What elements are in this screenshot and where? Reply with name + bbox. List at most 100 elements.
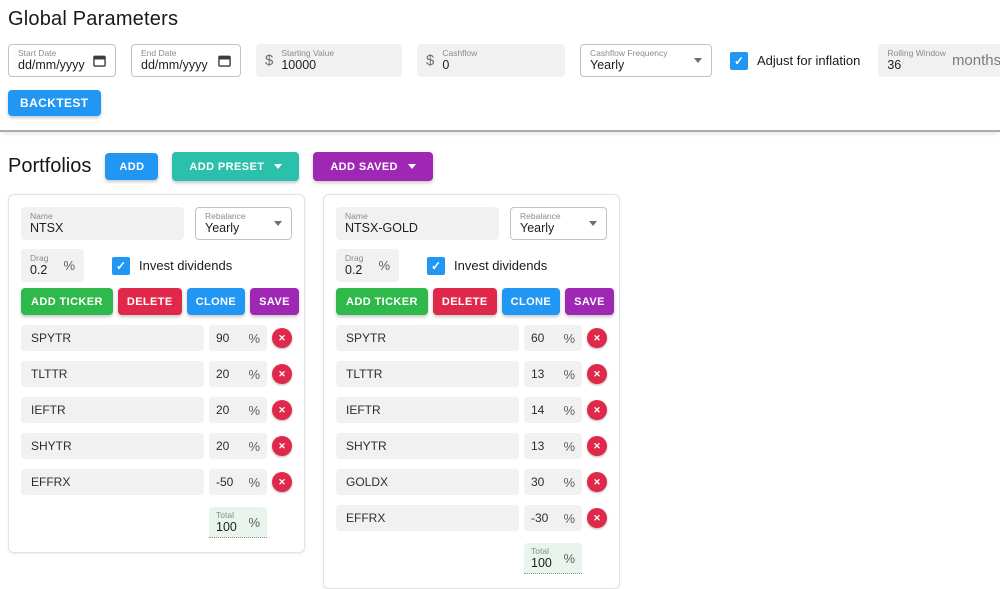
remove-ticker-button[interactable]: ✕ — [272, 364, 292, 384]
clone-portfolio-button[interactable]: CLONE — [501, 288, 561, 315]
drag-value: 0.2 — [30, 263, 48, 278]
add-portfolio-button[interactable]: ADD — [105, 153, 159, 180]
invest-dividends-checkbox[interactable]: ✓ — [427, 256, 445, 275]
add-ticker-button[interactable]: ADD TICKER — [21, 288, 113, 315]
weight-value: 13 — [531, 367, 545, 381]
add-saved-button[interactable]: ADD SAVED — [313, 152, 433, 181]
close-icon: ✕ — [278, 368, 286, 379]
ticker-symbol-input[interactable]: SPYTR — [21, 325, 204, 351]
ticker-row: SHYTR 20 % ✕ — [21, 433, 292, 459]
rolling-window-label: Rolling Window — [887, 47, 946, 58]
name-label: Name — [345, 210, 368, 221]
remove-ticker-button[interactable]: ✕ — [272, 400, 292, 420]
ticker-symbol-input[interactable]: IEFTR — [336, 397, 519, 423]
remove-ticker-button[interactable]: ✕ — [272, 472, 292, 492]
chevron-down-icon — [274, 221, 282, 226]
invest-dividends-checkbox-group[interactable]: ✓ Invest dividends — [109, 256, 235, 275]
close-icon: ✕ — [278, 440, 286, 451]
remove-ticker-button[interactable]: ✕ — [587, 472, 607, 492]
ticker-symbol-input[interactable]: GOLDX — [336, 469, 519, 495]
ticker-symbol-input[interactable]: SHYTR — [21, 433, 204, 459]
end-date-input[interactable]: End Date dd/mm/yyyy — [131, 44, 241, 77]
dollar-icon: $ — [426, 52, 435, 69]
calendar-icon[interactable] — [218, 54, 231, 67]
cashflow-label: Cashflow — [442, 47, 478, 58]
ticker-weight-input[interactable]: 13 % — [524, 433, 582, 459]
portfolios-header: Portfolios ADD ADD PRESET ADD SAVED — [8, 152, 992, 181]
ticker-weight-input[interactable]: 90 % — [209, 325, 267, 351]
portfolios-title: Portfolios — [8, 155, 92, 177]
adjust-inflation-checkbox-group[interactable]: ✓ Adjust for inflation — [727, 51, 863, 70]
ticker-row: EFFRX -50 % ✕ — [21, 469, 292, 495]
portfolio-name-input[interactable]: Name NTSX-GOLD — [336, 207, 499, 240]
start-date-input[interactable]: Start Date dd/mm/yyyy — [8, 44, 116, 77]
percent-sign: % — [248, 402, 260, 418]
invest-dividends-checkbox[interactable]: ✓ — [112, 256, 130, 275]
page-title: Global Parameters — [8, 8, 179, 30]
ticker-symbol-input[interactable]: SPYTR — [336, 325, 519, 351]
ticker-symbol-input[interactable]: EFFRX — [21, 469, 204, 495]
ticker-weight-input[interactable]: 20 % — [209, 397, 267, 423]
ticker-weight-input[interactable]: -50 % — [209, 469, 267, 495]
remove-ticker-button[interactable]: ✕ — [587, 436, 607, 456]
starting-value-input[interactable]: $ Starting Value 10000 — [256, 44, 402, 77]
ticker-symbol-input[interactable]: TLTTR — [21, 361, 204, 387]
backtest-button[interactable]: BACKTEST — [8, 90, 101, 116]
total-weight-field: Total 100 % — [209, 507, 267, 539]
ticker-symbol-input[interactable]: EFFRX — [336, 505, 519, 531]
rebalance-label: Rebalance — [205, 210, 246, 221]
percent-sign: % — [248, 330, 260, 346]
remove-ticker-button[interactable]: ✕ — [587, 400, 607, 420]
ticker-row: IEFTR 14 % ✕ — [336, 397, 607, 423]
ticker-symbol-input[interactable]: TLTTR — [336, 361, 519, 387]
cashflow-frequency-select[interactable]: Cashflow Frequency Yearly — [580, 44, 712, 77]
close-icon: ✕ — [278, 332, 286, 343]
remove-ticker-button[interactable]: ✕ — [587, 328, 607, 348]
weight-value: 30 — [531, 475, 545, 489]
ticker-symbol-input[interactable]: SHYTR — [336, 433, 519, 459]
clone-portfolio-button[interactable]: CLONE — [186, 288, 246, 315]
invest-dividends-checkbox-group[interactable]: ✓ Invest dividends — [424, 256, 550, 275]
remove-ticker-button[interactable]: ✕ — [587, 364, 607, 384]
adjust-inflation-checkbox[interactable]: ✓ — [730, 51, 748, 70]
ticker-weight-input[interactable]: 30 % — [524, 469, 582, 495]
ticker-weight-input[interactable]: 14 % — [524, 397, 582, 423]
save-portfolio-button[interactable]: SAVE — [565, 288, 614, 315]
remove-ticker-button[interactable]: ✕ — [587, 508, 607, 528]
portfolio-name-input[interactable]: Name NTSX — [21, 207, 184, 240]
checkmark-icon: ✓ — [733, 53, 745, 68]
ticker-weight-input[interactable]: 20 % — [209, 433, 267, 459]
ticker-row: GOLDX 30 % ✕ — [336, 469, 607, 495]
weight-value: 20 — [216, 439, 230, 453]
ticker-weight-input[interactable]: 13 % — [524, 361, 582, 387]
ticker-row: TLTTR 20 % ✕ — [21, 361, 292, 387]
total-value: 100 — [216, 520, 237, 535]
rebalance-select[interactable]: Rebalance Yearly — [510, 207, 607, 240]
remove-ticker-button[interactable]: ✕ — [272, 328, 292, 348]
delete-portfolio-button[interactable]: DELETE — [432, 288, 497, 315]
rolling-window-input[interactable]: Rolling Window 36 months — [878, 44, 1000, 77]
drag-label: Drag — [30, 252, 49, 263]
save-portfolio-button[interactable]: SAVE — [250, 288, 299, 315]
delete-portfolio-button[interactable]: DELETE — [117, 288, 182, 315]
weight-value: 90 — [216, 331, 230, 345]
calendar-icon[interactable] — [93, 54, 106, 67]
invest-dividends-label: Invest dividends — [454, 258, 548, 273]
ticker-symbol-input[interactable]: IEFTR — [21, 397, 204, 423]
starting-value-label: Starting Value — [281, 47, 335, 58]
percent-sign: % — [563, 402, 575, 418]
ticker-row: SHYTR 13 % ✕ — [336, 433, 607, 459]
add-preset-button[interactable]: ADD PRESET — [172, 152, 300, 181]
total-value: 100 — [531, 556, 552, 571]
drag-input[interactable]: Drag 0.2 % — [21, 249, 84, 282]
add-ticker-button[interactable]: ADD TICKER — [336, 288, 428, 315]
chevron-down-icon — [274, 164, 283, 169]
cashflow-input[interactable]: $ Cashflow 0 — [417, 44, 565, 77]
ticker-weight-input[interactable]: 60 % — [524, 325, 582, 351]
ticker-weight-input[interactable]: 20 % — [209, 361, 267, 387]
remove-ticker-button[interactable]: ✕ — [272, 436, 292, 456]
drag-input[interactable]: Drag 0.2 % — [336, 249, 399, 282]
ticker-weight-input[interactable]: -30 % — [524, 505, 582, 531]
total-label: Total — [531, 546, 549, 556]
rebalance-select[interactable]: Rebalance Yearly — [195, 207, 292, 240]
